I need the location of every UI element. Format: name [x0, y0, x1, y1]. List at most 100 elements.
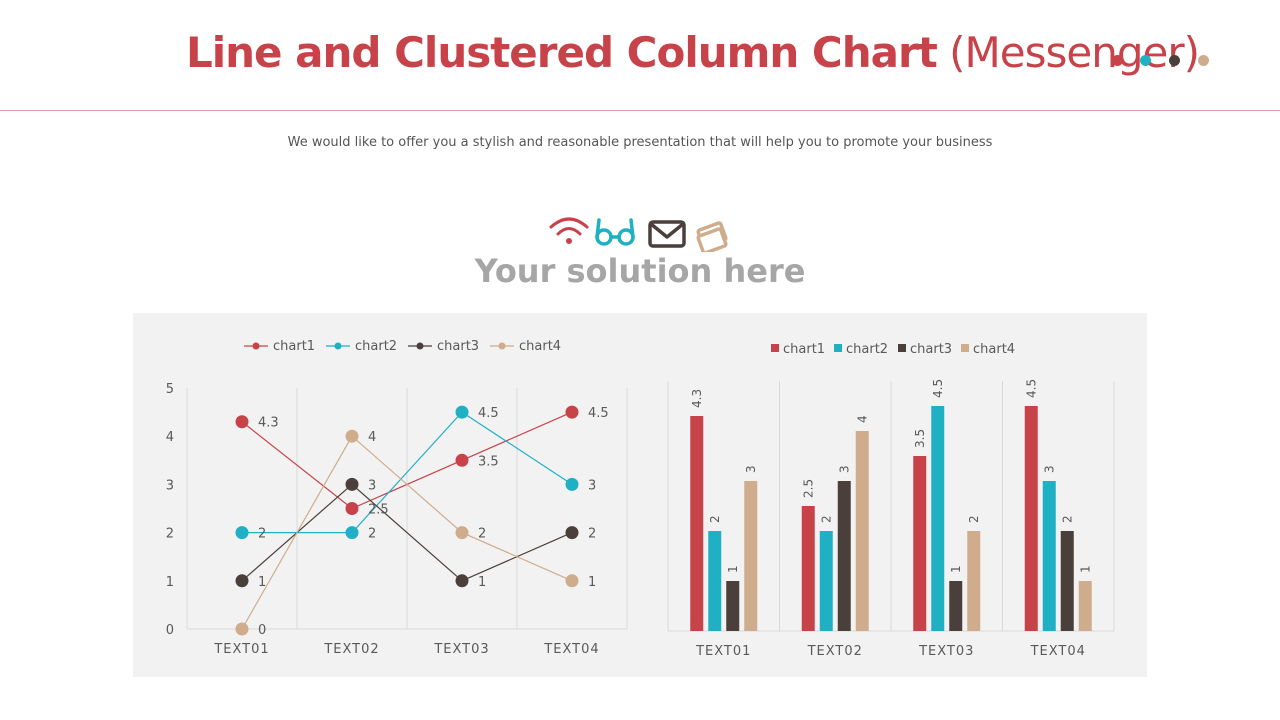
bar-chart-x-tick-label: TEXT02 [807, 644, 863, 659]
bar-chart4 [855, 431, 869, 631]
bar-chart-x-tick-label: TEXT01 [695, 644, 751, 659]
dot-tan [1198, 55, 1209, 66]
line-point-chart2 [565, 477, 579, 491]
line-data-label: 2 [478, 527, 486, 542]
line-point-chart1 [235, 415, 249, 429]
line-chart-y-tick-label: 3 [166, 478, 174, 493]
line-data-label: 4.5 [478, 406, 499, 421]
page-title: Line and Clustered Column Chart (Messeng… [186, 28, 1200, 77]
line-chart-x-tick-label: TEXT03 [433, 642, 489, 657]
line-point-chart3 [345, 477, 359, 491]
bar-legend-swatch [898, 344, 906, 352]
line-data-label: 2.5 [368, 503, 389, 518]
bar-chart2 [708, 531, 722, 631]
line-point-chart2 [455, 405, 469, 419]
bar-chart4 [744, 481, 758, 631]
line-point-chart1 [345, 502, 359, 515]
line-chart-x-tick-label: TEXT02 [323, 642, 379, 657]
line-legend-label: chart4 [519, 339, 561, 354]
bar-chart2 [1042, 481, 1056, 631]
mail-icon [648, 220, 686, 248]
bar-chart3 [1060, 531, 1074, 631]
line-series-chart4 [241, 435, 573, 630]
line-point-chart3 [565, 526, 579, 540]
line-legend-label: chart2 [355, 339, 397, 354]
bar-data-label: 4 [855, 415, 869, 423]
line-legend-label: chart3 [437, 339, 479, 354]
bar-chart1 [913, 456, 927, 631]
bar-data-label: 1 [1078, 565, 1092, 573]
bar-legend-swatch [771, 344, 779, 352]
line-data-label: 1 [258, 575, 266, 590]
header-divider [0, 110, 1280, 111]
line-point-chart3 [455, 574, 469, 588]
bar-data-label: 2 [708, 515, 722, 523]
bar-legend-label: chart4 [973, 342, 1015, 357]
bar-legend-label: chart2 [846, 342, 888, 357]
line-point-chart4 [565, 574, 579, 588]
line-data-label: 3.5 [478, 454, 499, 469]
line-data-label: 2 [258, 527, 266, 542]
bar-chart1 [801, 506, 815, 631]
bar-chart2 [819, 531, 833, 631]
bar-data-label: 4.5 [931, 379, 945, 398]
title-bold: Line and Clustered Column Chart [186, 28, 938, 77]
line-data-label: 4 [368, 430, 376, 445]
line-legend-marker [416, 342, 424, 350]
line-data-label: 1 [588, 575, 596, 590]
bar-data-label: 3 [744, 465, 758, 473]
line-data-label: 2 [588, 527, 596, 542]
line-data-label: 4.5 [588, 406, 609, 421]
bar-chart-x-tick-label: TEXT03 [918, 644, 974, 659]
bar-chart1 [1024, 406, 1038, 631]
glasses-icon [595, 218, 635, 246]
bar-chart3 [837, 481, 851, 631]
bar-data-label: 2 [819, 515, 833, 523]
line-point-chart1 [565, 405, 579, 419]
line-point-chart2 [235, 526, 249, 540]
line-chart-x-tick-label: TEXT01 [213, 642, 269, 657]
bar-legend-label: chart1 [783, 342, 825, 357]
bar-chart3 [726, 581, 740, 631]
line-point-chart3 [235, 574, 249, 588]
wifi-icon [549, 217, 589, 244]
bar-data-label: 1 [949, 565, 963, 573]
bar-data-label: 4.3 [690, 389, 704, 408]
bar-data-label: 1 [726, 565, 740, 573]
bar-chart2 [931, 406, 945, 631]
line-point-chart4 [455, 526, 469, 540]
line-chart-y-tick-label: 2 [166, 527, 174, 542]
bar-chart1 [690, 416, 704, 631]
bar-legend-swatch [961, 344, 969, 352]
bar-data-label: 2 [967, 515, 981, 523]
bar-chart4 [967, 531, 981, 631]
dot-dark [1169, 55, 1180, 66]
bar-data-label: 3 [837, 465, 851, 473]
bar-legend-swatch [834, 344, 842, 352]
bar-legend-label: chart3 [910, 342, 952, 357]
line-chart-y-tick-label: 5 [166, 382, 174, 397]
solution-heading: Your solution here [474, 252, 806, 290]
line-point-chart4 [235, 622, 249, 636]
bar-data-label: 2 [1060, 515, 1074, 523]
title-light: (Messenger) [949, 28, 1200, 77]
line-legend-marker [334, 342, 342, 350]
line-point-chart4 [345, 429, 359, 443]
line-chart-y-tick-label: 4 [166, 430, 174, 445]
bar-chart-x-tick-label: TEXT04 [1030, 644, 1086, 659]
line-point-chart2 [345, 526, 359, 540]
line-legend-marker [252, 342, 260, 350]
line-data-label: 0 [258, 623, 266, 638]
line-chart-y-tick-label: 1 [166, 575, 174, 590]
line-chart-y-tick-label: 0 [166, 623, 174, 638]
line-legend-label: chart1 [273, 339, 315, 354]
dot-teal [1140, 55, 1151, 66]
bar-data-label: 2.5 [801, 479, 815, 498]
line-legend-marker [498, 342, 506, 350]
bar-chart3 [949, 581, 963, 631]
bar-chart4 [1078, 581, 1092, 631]
bar-data-label: 3 [1042, 465, 1056, 473]
subtitle: We would like to offer you a stylish and… [287, 135, 993, 150]
line-data-label: 1 [478, 575, 486, 590]
